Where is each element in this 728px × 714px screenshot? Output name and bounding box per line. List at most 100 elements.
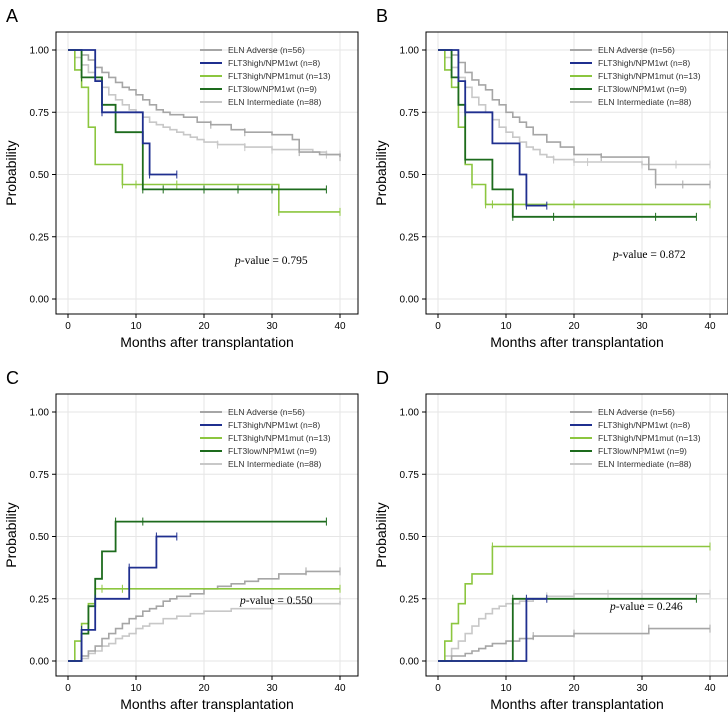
- p-value-text: -value = 0.795: [241, 255, 308, 267]
- y-tick-label: 0.75: [30, 470, 50, 481]
- legend: ELN Adverse (n=56) FLT3high/NPM1wt (n=8) F…: [570, 407, 701, 469]
- legend-label-intermediate: ELN Intermediate (n=88): [228, 459, 321, 469]
- legend-label-flt3high_npm1mut: FLT3high/NPM1mut (n=13): [228, 71, 331, 81]
- legend-label-adverse: ELN Adverse (n=56): [598, 407, 675, 417]
- series-line-flt3high_npm1wt: [68, 49, 177, 176]
- plot-border: [55, 393, 359, 677]
- y-tick-label: 1.00: [30, 408, 50, 419]
- legend-label-flt3low_npm1wt: FLT3low/NPM1wt (n=9): [228, 84, 317, 94]
- legend-label-flt3high_npm1mut: FLT3high/NPM1mut (n=13): [598, 71, 701, 81]
- x-tick-label: 30: [266, 683, 278, 694]
- x-tick-label: 10: [500, 321, 512, 332]
- p-value-italic: p: [239, 595, 246, 607]
- legend-label-flt3high_npm1mut: FLT3high/NPM1mut (n=13): [228, 433, 331, 443]
- plot-border: [425, 31, 728, 315]
- series-line-intermediate: [438, 49, 710, 166]
- legend: ELN Adverse (n=56) FLT3high/NPM1wt (n=8) F…: [570, 45, 701, 107]
- panel-c: C 0.00 0.25 0.50 0.75 1.00 0 10 20 30 40 Months aft…: [3, 368, 359, 712]
- legend-label-flt3high_npm1wt: FLT3high/NPM1wt (n=8): [598, 420, 690, 430]
- x-tick-label: 0: [65, 683, 71, 694]
- x-tick-label: 30: [636, 321, 648, 332]
- y-tick-label: 0.75: [400, 470, 420, 481]
- legend-label-intermediate: ELN Intermediate (n=88): [598, 97, 691, 107]
- legend-label-flt3low_npm1wt: FLT3low/NPM1wt (n=9): [598, 446, 687, 456]
- y-tick-label: 0.00: [400, 657, 420, 668]
- p-value: p-value = 0.872: [612, 249, 686, 261]
- p-value: p-value = 0.550: [239, 595, 313, 607]
- series-line-flt3high_npm1wt: [438, 597, 547, 662]
- legend-label-intermediate: ELN Intermediate (n=88): [598, 459, 691, 469]
- y-axis-title: Probability: [3, 502, 19, 567]
- y-tick-label: 0.25: [400, 232, 420, 243]
- y-tick-label: 0.00: [30, 657, 50, 668]
- x-axis-title: Months after transplantation: [490, 696, 664, 712]
- series-line-flt3high_npm1mut: [438, 545, 710, 662]
- x-axis-title: Months after transplantation: [120, 334, 294, 350]
- y-tick-label: 1.00: [400, 46, 420, 57]
- panel-letter: A: [6, 6, 18, 26]
- y-tick-label: 0.00: [30, 295, 50, 306]
- x-tick-label: 10: [130, 321, 142, 332]
- y-tick-label: 0.75: [400, 108, 420, 119]
- legend-label-flt3low_npm1wt: FLT3low/NPM1wt (n=9): [228, 446, 317, 456]
- legend-label-adverse: ELN Adverse (n=56): [228, 45, 305, 55]
- series-line-flt3high_npm1mut: [438, 49, 710, 206]
- legend: ELN Adverse (n=56) FLT3high/NPM1wt (n=8) F…: [200, 45, 331, 107]
- series-line-flt3low_npm1wt: [68, 520, 327, 662]
- y-tick-label: 0.50: [400, 532, 420, 543]
- y-tick-label: 0.75: [30, 108, 50, 119]
- series-line-flt3low_npm1wt: [68, 49, 327, 191]
- x-tick-label: 40: [334, 321, 346, 332]
- x-tick-label: 10: [130, 683, 142, 694]
- legend-label-adverse: ELN Adverse (n=56): [598, 45, 675, 55]
- legend-label-flt3high_npm1wt: FLT3high/NPM1wt (n=8): [228, 420, 320, 430]
- y-tick-label: 0.25: [400, 594, 420, 605]
- x-tick-label: 0: [435, 321, 441, 332]
- x-axis-title: Months after transplantation: [490, 334, 664, 350]
- series-line-adverse: [68, 49, 341, 158]
- series-line-flt3high_npm1mut: [68, 49, 340, 213]
- y-tick-label: 0.50: [30, 170, 50, 181]
- panel-a: A 0.00 0.25 0.50 0.75 1.00 0 10 20 30 40 Months aft…: [3, 6, 359, 350]
- x-tick-label: 10: [500, 683, 512, 694]
- x-tick-label: 0: [65, 321, 71, 332]
- panel-d: D 0.00 0.25 0.50 0.75 1.00 0 10 20 30 40 Months aft…: [373, 368, 728, 712]
- legend-label-flt3low_npm1wt: FLT3low/NPM1wt (n=9): [598, 84, 687, 94]
- p-value: p-value = 0.246: [609, 601, 683, 613]
- x-tick-label: 30: [266, 321, 278, 332]
- x-tick-label: 20: [568, 321, 580, 332]
- x-tick-label: 0: [435, 683, 441, 694]
- x-tick-label: 20: [198, 683, 210, 694]
- x-tick-label: 20: [568, 683, 580, 694]
- y-tick-label: 0.00: [400, 295, 420, 306]
- series-line-adverse: [438, 49, 710, 186]
- p-value-text: -value = 0.872: [619, 249, 686, 261]
- x-tick-label: 30: [636, 683, 648, 694]
- series-line-flt3high_npm1wt: [438, 49, 547, 207]
- panel-letter: D: [376, 368, 389, 388]
- legend-label-adverse: ELN Adverse (n=56): [228, 407, 305, 417]
- legend-label-flt3high_npm1wt: FLT3high/NPM1wt (n=8): [228, 58, 320, 68]
- panel-letter: B: [376, 6, 388, 26]
- y-tick-label: 0.25: [30, 594, 50, 605]
- p-value-italic: p: [609, 601, 616, 613]
- legend-label-intermediate: ELN Intermediate (n=88): [228, 97, 321, 107]
- y-axis-title: Probability: [373, 140, 389, 205]
- y-tick-label: 1.00: [30, 46, 50, 57]
- p-value-text: -value = 0.550: [246, 595, 313, 607]
- y-axis-title: Probability: [373, 502, 389, 567]
- p-value-text: -value = 0.246: [616, 601, 683, 613]
- y-tick-label: 0.25: [30, 232, 50, 243]
- y-tick-label: 1.00: [400, 408, 420, 419]
- series-line-intermediate: [438, 593, 710, 662]
- p-value-italic: p: [612, 249, 619, 261]
- p-value: p-value = 0.795: [234, 255, 308, 267]
- y-tick-label: 0.50: [400, 170, 420, 181]
- x-tick-label: 40: [704, 683, 716, 694]
- y-axis-title: Probability: [3, 140, 19, 205]
- legend-label-flt3high_npm1mut: FLT3high/NPM1mut (n=13): [598, 433, 701, 443]
- plot-border: [425, 393, 728, 677]
- y-tick-label: 0.50: [30, 532, 50, 543]
- series-line-adverse: [68, 570, 340, 662]
- legend-label-flt3high_npm1wt: FLT3high/NPM1wt (n=8): [598, 58, 690, 68]
